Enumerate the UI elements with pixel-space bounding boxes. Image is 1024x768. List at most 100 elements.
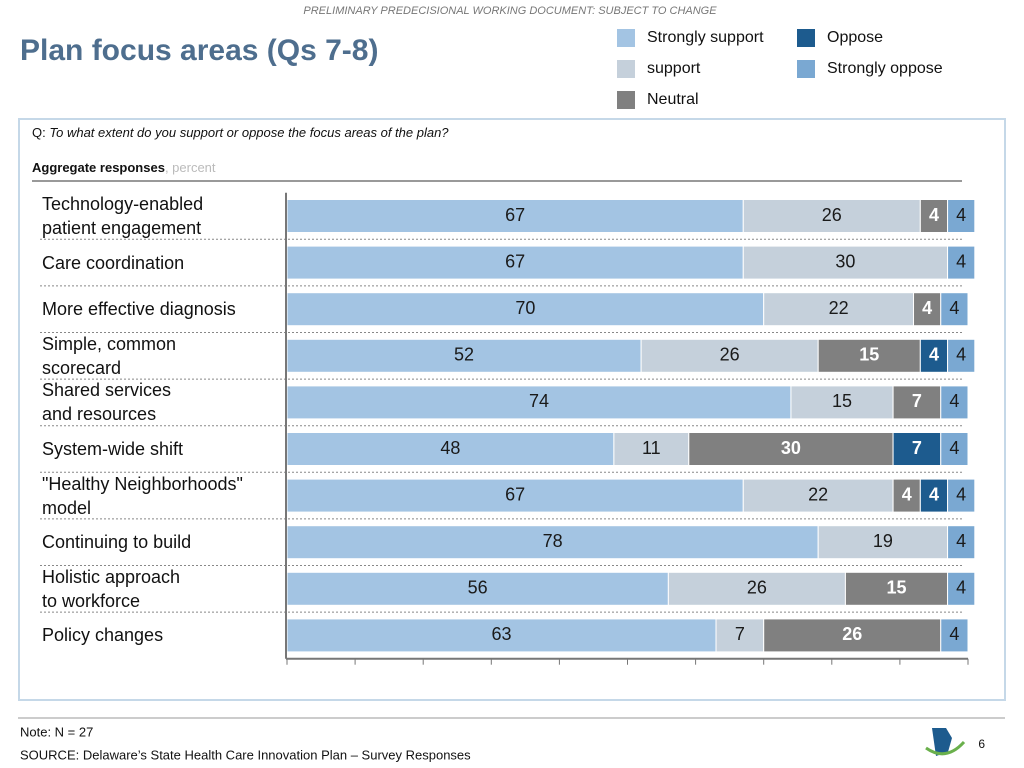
value-label: 15 (886, 578, 906, 598)
value-label: 4 (929, 484, 939, 504)
legend-swatch (797, 60, 815, 78)
legend-swatch (617, 91, 635, 109)
category-label: Holistic approach to workforce (42, 566, 181, 611)
category-label: More effective diagnosis (42, 299, 236, 320)
question: Q: To what extent do you support or oppo… (32, 125, 449, 140)
value-label: 4 (929, 345, 939, 365)
legend-label: Strongly support (647, 29, 764, 46)
legend-label: support (647, 60, 701, 77)
bar-segment (763, 618, 942, 653)
value-label: 67 (505, 205, 525, 225)
header: PRELIMINARY PREDECISIONAL WORKING DOCUME… (303, 5, 717, 17)
legend-label: Neutral (647, 91, 699, 108)
value-label: 4 (949, 391, 959, 411)
value-label: 67 (505, 251, 525, 271)
value-label: 52 (454, 345, 474, 365)
title: Plan focus areas (Qs 7-8) (20, 34, 378, 67)
value-label: 22 (808, 484, 828, 504)
value-label: 4 (956, 531, 966, 551)
bar-segment (286, 618, 717, 653)
bar-segment (715, 618, 765, 653)
value-label: 11 (642, 438, 661, 458)
category-label: Policy changes (42, 625, 164, 646)
question-prefix: Q: (32, 125, 46, 140)
value-label: 7 (735, 624, 745, 644)
bar-segment (817, 338, 921, 373)
value-label: 4 (956, 578, 966, 598)
bar-segment (742, 245, 949, 280)
category-label: System-wide shift (42, 439, 184, 459)
value-label: 15 (832, 391, 852, 411)
value-label: 7 (912, 438, 922, 458)
bar-segment (947, 245, 976, 280)
value-label: 26 (842, 624, 862, 644)
value-label: 63 (491, 624, 511, 644)
category-label: Continuing to build (42, 532, 192, 553)
value-label: 70 (515, 298, 535, 318)
unit: , percent (165, 160, 216, 175)
value-label: 4 (929, 205, 939, 225)
logo-swoosh (925, 740, 966, 756)
bar-segment (940, 385, 969, 420)
value-label: 4 (956, 484, 966, 504)
value-label: 22 (829, 298, 849, 318)
bar-segment (817, 525, 949, 560)
value-label: 48 (440, 438, 460, 458)
panel (18, 118, 1006, 701)
value-label: 67 (505, 484, 525, 504)
bar-segment (763, 292, 915, 327)
bar-segment (286, 571, 669, 606)
bar-segment (919, 199, 949, 233)
value-label: 4 (949, 438, 959, 458)
bar-segment (913, 292, 942, 327)
value-label: 30 (835, 251, 855, 271)
subtitle: Aggregate responses, percent (32, 160, 216, 175)
legend-label: Strongly oppose (827, 60, 943, 77)
bar-segment (742, 199, 921, 233)
bar-segment (892, 432, 942, 466)
legend-swatch (617, 60, 635, 78)
legend-label: Oppose (827, 29, 883, 46)
bar-segment (286, 478, 744, 513)
category-label: "Healthy Neighborhoods" model (42, 473, 243, 518)
bar-segment (947, 571, 976, 606)
value-label: 26 (747, 578, 767, 598)
value-label: 4 (949, 298, 959, 318)
bar-segment (940, 292, 969, 327)
value-label: 26 (822, 205, 842, 225)
category-label: Simple, common scorecard (42, 333, 177, 378)
value-label: 4 (902, 484, 912, 504)
subtitle-text: Aggregate responses (32, 160, 165, 175)
logo (932, 728, 952, 756)
value-label: 15 (859, 345, 879, 365)
value-label: 4 (949, 624, 959, 644)
bar-segment (947, 338, 976, 373)
bar-segment (286, 292, 765, 327)
bar-segment (742, 478, 894, 513)
bar-segment (688, 432, 894, 466)
value-label: 19 (873, 531, 893, 551)
bar-segment (919, 478, 949, 513)
value-label: 74 (529, 391, 549, 411)
category-label: Shared services and resources (42, 380, 172, 425)
bar-segment (286, 432, 615, 466)
question-text: To what extent do you support or oppose … (49, 125, 449, 140)
bar-segment (286, 199, 744, 233)
value-label: 4 (922, 298, 932, 318)
value-label: 4 (956, 251, 966, 271)
value-label: 78 (543, 531, 563, 551)
category-label: Technology-enabled patient engagement (42, 194, 204, 238)
bar-segment (947, 478, 976, 513)
note: Note: N = 27 (20, 724, 93, 739)
value-label: 30 (781, 438, 801, 458)
legend-swatch (617, 29, 635, 47)
bar-segment (613, 432, 690, 466)
bar-segment (286, 525, 819, 560)
bar-segment (947, 199, 976, 233)
source: SOURCE: Delaware’s State Health Care Inn… (20, 747, 471, 762)
bar-segment (947, 525, 976, 560)
category-label: Care coordination (42, 252, 185, 273)
bar-segment (640, 338, 819, 373)
